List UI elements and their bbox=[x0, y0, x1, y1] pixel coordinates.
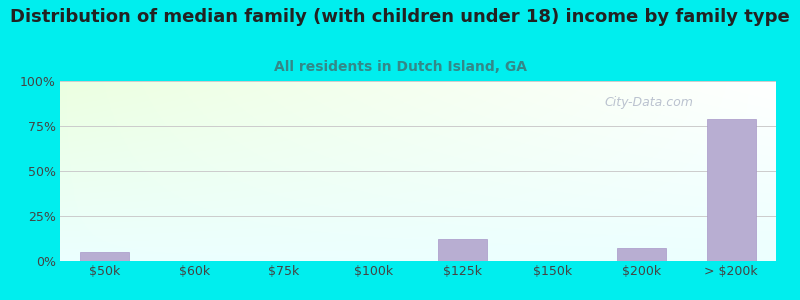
Bar bbox=[706, 119, 756, 261]
Text: Distribution of median family (with children under 18) income by family type: Distribution of median family (with chil… bbox=[10, 8, 790, 26]
Bar bbox=[80, 252, 130, 261]
Bar bbox=[438, 239, 487, 261]
Bar bbox=[617, 248, 666, 261]
Text: All residents in Dutch Island, GA: All residents in Dutch Island, GA bbox=[274, 60, 526, 74]
Text: City-Data.com: City-Data.com bbox=[604, 96, 693, 109]
